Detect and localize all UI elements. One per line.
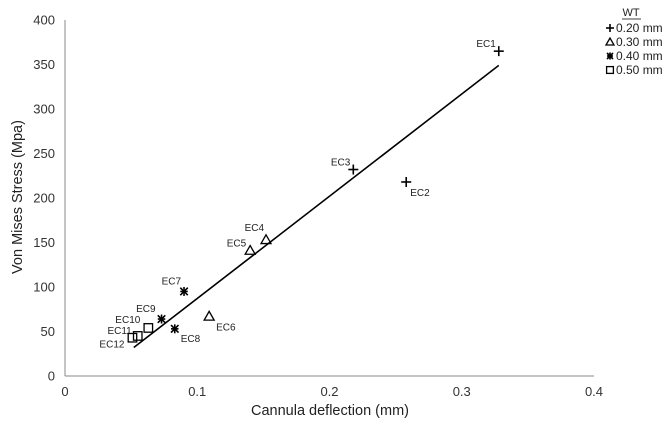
- square-marker: [143, 323, 154, 333]
- y-tick-label: 0: [48, 369, 55, 384]
- plus-marker: [493, 46, 504, 57]
- point-label-ec3: EC3: [331, 158, 351, 169]
- square-marker: [127, 332, 138, 343]
- plus-marker: [348, 164, 359, 175]
- asterisk-marker: [157, 314, 166, 324]
- legend-entry: 0.40 mm: [616, 49, 663, 63]
- point-label-ec4: EC4: [245, 223, 265, 234]
- asterisk-marker: [170, 324, 180, 334]
- series-0-30-mm: EC4 EC5 EC6: [203, 223, 273, 333]
- triangle-marker: [244, 244, 257, 255]
- x-tick-label: 0.1: [188, 384, 206, 399]
- triangle-marker: [604, 36, 616, 46]
- y-tick-label: 300: [33, 102, 55, 117]
- legend-title: WT: [622, 7, 639, 19]
- point-label-ec8: EC8: [181, 334, 201, 345]
- y-axis-title: Von Mises Stress (Mpa): [10, 120, 26, 274]
- asterisk-marker: [606, 52, 614, 60]
- point-label-ec11: EC11: [107, 326, 132, 337]
- point-label-ec9: EC9: [136, 304, 156, 315]
- point-label-ec12: EC12: [99, 340, 124, 351]
- plus-marker: [401, 176, 412, 187]
- y-tick-label: 150: [33, 235, 55, 250]
- y-tick-label: 250: [33, 146, 55, 161]
- point-label-ec7: EC7: [162, 276, 182, 287]
- triangle-marker: [259, 233, 273, 245]
- point-label-ec1: EC1: [476, 39, 496, 50]
- point-label-ec5: EC5: [227, 239, 247, 250]
- y-tick-label: 350: [33, 57, 55, 72]
- point-label-ec2: EC2: [410, 188, 430, 199]
- point-label-ec6: EC6: [216, 322, 236, 333]
- trendline: [133, 64, 500, 349]
- series-0-20-mm: EC1 EC2 EC3: [331, 39, 504, 199]
- point-label-ec10: EC10: [115, 315, 140, 326]
- legend: WT 0.20 mm0.30 mm0.40 mm0.50 mm: [604, 7, 663, 77]
- axes: [64, 20, 594, 377]
- series-0-40-mm: EC7 EC8 EC9: [136, 276, 201, 344]
- asterisk-marker: [179, 286, 189, 296]
- plus-marker: [606, 24, 614, 32]
- y-tick-label: 400: [33, 13, 55, 28]
- y-tick-label: 50: [41, 324, 55, 339]
- square-marker: [132, 331, 143, 341]
- x-tick-label: 0.3: [453, 384, 471, 399]
- tick-labels: 0 50 100 150 200 250 300 350 400 0 0.1 0.2 0.3 0.4: [33, 13, 603, 400]
- y-tick-label: 100: [33, 280, 55, 295]
- legend-entry: 0.20 mm: [616, 21, 663, 35]
- linear-fit-line: [133, 64, 500, 349]
- square-marker: [605, 65, 615, 75]
- y-tick-label: 200: [33, 191, 55, 206]
- triangle-marker: [203, 310, 216, 321]
- x-tick-label: 0: [61, 384, 68, 399]
- legend-entry: 0.50 mm: [616, 63, 663, 77]
- legend-entry: 0.30 mm: [616, 35, 663, 49]
- x-axis-title: Cannula deflection (mm): [251, 403, 409, 419]
- x-tick-label: 0.4: [585, 384, 603, 399]
- x-tick-label: 0.2: [320, 384, 338, 399]
